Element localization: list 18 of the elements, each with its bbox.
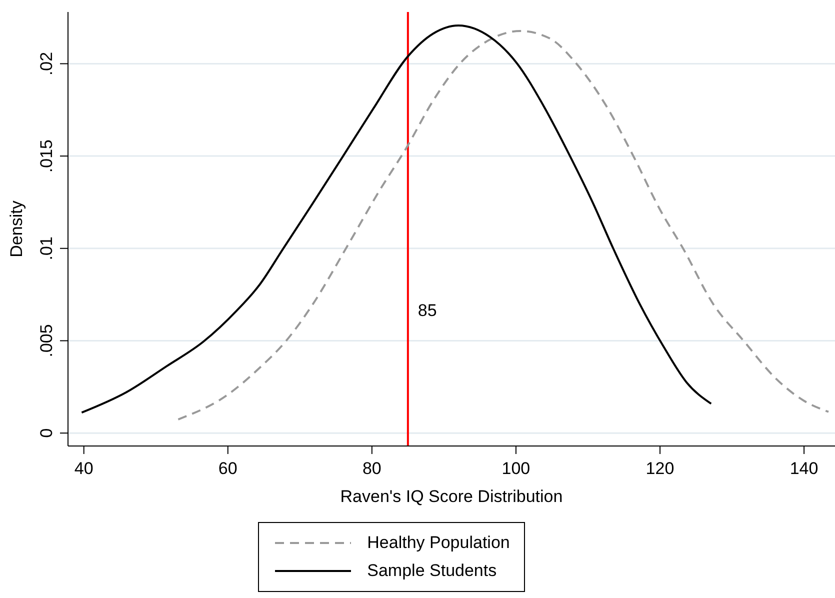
y-tick-label: .01 (37, 236, 56, 260)
x-tick-label: 40 (74, 459, 94, 478)
legend-label: Healthy Population (367, 533, 510, 553)
y-tick-label: .015 (37, 140, 56, 173)
line-series (177, 30, 830, 420)
x-tick-label: 140 (790, 459, 818, 478)
y-tick-label: 0 (37, 428, 56, 438)
ref-line-label: 85 (418, 300, 437, 320)
x-tick-label: 100 (502, 459, 530, 478)
line-series (80, 24, 712, 414)
x-axis-title: Raven's IQ Score Distribution (340, 487, 563, 506)
legend-label: Sample Students (367, 561, 497, 581)
y-tick-label: .02 (37, 52, 56, 76)
x-tick-label: 60 (218, 459, 238, 478)
y-tick-label: .005 (37, 324, 56, 358)
x-tick-label: 120 (646, 459, 674, 478)
x-tick-label: 80 (362, 459, 382, 478)
y-axis-title: Density (7, 200, 26, 258)
